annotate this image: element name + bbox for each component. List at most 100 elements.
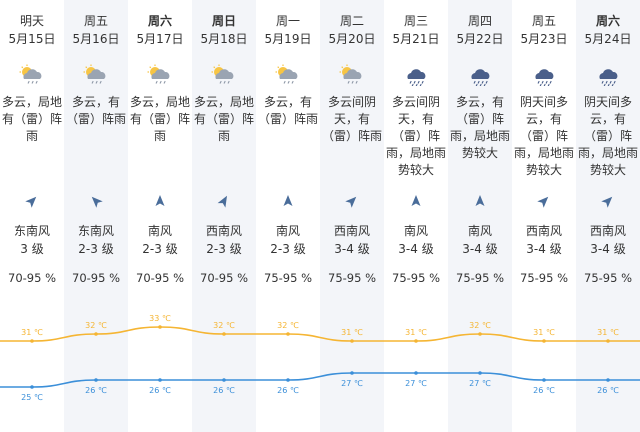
forecast-day: 周二 5月20日 多云间阴 天，有 （雷）阵雨 西南风 3-4 级 75-95 % — [320, 0, 384, 432]
description-line: （雷）阵 — [455, 112, 504, 126]
description-line: （雷）阵雨 — [258, 112, 319, 126]
description-line: 势较大 — [397, 163, 434, 177]
wind-direction-label: 东南风 — [13, 224, 50, 238]
description-line: （雷）阵雨 — [322, 129, 383, 143]
weekday-label: 周四 — [467, 14, 492, 28]
humidity-label: 70-95 % — [8, 271, 56, 285]
forecast-day: 周日 5月18日 多云，局地 有（雷）阵雨西南风 2-3 级 70-95 % — [192, 0, 256, 432]
forecast-day: 周五 5月23日 阴天间多 云，有 （雷）阵 雨，局地雨 势较大 西南风 3-4 级 75-95 … — [512, 0, 576, 432]
description-line: 多云间阴 — [327, 95, 376, 109]
weather-description: 阴天间多云，有 （雷）阵雨，局地雨势较大 — [512, 94, 576, 179]
weather-description: 多云，局地 有（雷）阵雨 — [0, 94, 64, 145]
forecast-day: 周五 5月16日 多云，有 （雷）阵雨 东南风 2-3 级 70-95 % — [64, 0, 128, 432]
wind-level-label: 2-3 级 — [142, 242, 178, 256]
date-label: 5月17日 — [136, 32, 184, 46]
humidity-label: 75-95 % — [328, 271, 376, 285]
wind-level-label: 3-4 级 — [526, 242, 562, 256]
humidity-label: 75-95 % — [584, 271, 632, 285]
wind-direction-icon — [128, 194, 192, 210]
wind-direction-label: 西南风 — [525, 224, 562, 238]
wind-direction-icon — [0, 194, 64, 210]
heavy-rain-icon — [384, 64, 448, 86]
weekday-label: 周六 — [595, 14, 620, 28]
wind-direction-icon — [448, 194, 512, 210]
description-line: 雨，局地雨 — [386, 146, 447, 160]
wind-direction-label: 西南风 — [333, 224, 370, 238]
cloudy-rain-icon — [256, 64, 320, 86]
date-label: 5月18日 — [200, 32, 248, 46]
description-line: 多云，有 — [455, 95, 504, 109]
forecast-day: 周六 5月24日 阴天间多 云，有 （雷）阵 雨，局地雨 势较大 西南风 3-4 级 75-95 … — [576, 0, 640, 432]
wind-direction-label: 东南风 — [77, 224, 114, 238]
description-line: 多云间阴 — [391, 95, 440, 109]
heavy-rain-icon — [512, 64, 576, 86]
humidity-label: 70-95 % — [72, 271, 120, 285]
description-line: 多云，局地 — [2, 95, 63, 109]
description-line: 雨 — [153, 129, 166, 143]
wind-direction-icon — [384, 194, 448, 210]
wind-level-label: 3-4 级 — [590, 242, 626, 256]
wind-direction-icon — [576, 194, 640, 210]
description-line: 雨，局地雨 — [450, 129, 511, 143]
date-label: 5月19日 — [264, 32, 312, 46]
weekday-label: 周五 — [531, 14, 556, 28]
wind-direction-icon — [512, 194, 576, 210]
humidity-label: 75-95 % — [392, 271, 440, 285]
date-label: 5月23日 — [520, 32, 568, 46]
wind-direction-label: 南风 — [275, 224, 300, 238]
weather-description: 多云，有 （雷）阵雨 — [256, 94, 320, 128]
description-line: 雨 — [217, 129, 230, 143]
description-line: 阴天间多 — [583, 95, 632, 109]
humidity-label: 70-95 % — [200, 271, 248, 285]
description-line: 多云，有 — [263, 95, 312, 109]
forecast-day: 周六 5月17日 多云，局地 有（雷）阵雨南风 2-3 级 70-95 % — [128, 0, 192, 432]
wind-level-label: 3-4 级 — [462, 242, 498, 256]
description-line: 阴天间多 — [519, 95, 568, 109]
date-label: 5月22日 — [456, 32, 504, 46]
description-line: 雨，局地雨 — [514, 146, 575, 160]
description-line: （雷）阵 — [519, 129, 568, 143]
description-line: （雷）阵 — [391, 129, 440, 143]
weather-description: 阴天间多 云，有 （雷）阵 雨，局地雨 势较大 — [576, 94, 640, 179]
heavy-rain-icon — [448, 64, 512, 86]
wind-direction-icon — [64, 194, 128, 210]
cloudy-rain-icon — [128, 64, 192, 86]
wind-level-label: 2-3 级 — [206, 242, 242, 256]
wind-direction-icon — [192, 194, 256, 210]
wind-direction-label: 南风 — [467, 224, 492, 238]
weekday-label: 周六 — [147, 14, 172, 28]
humidity-label: 75-95 % — [456, 271, 504, 285]
forecast-day: 明天 5月15日 多云，局地 有（雷）阵雨东南风 3 级 70-95 % — [0, 0, 64, 432]
partly-cloudy-rain-icon — [0, 64, 64, 86]
description-line: 多云，局地 — [194, 95, 255, 109]
description-line: 多云，局地 — [130, 95, 191, 109]
weather-description: 多云间阴天，有 （雷）阵雨，局地雨势较大 — [384, 94, 448, 179]
description-line: 云，有 — [525, 112, 562, 126]
wind-level-label: 3-4 级 — [334, 242, 370, 256]
description-line: 势较大 — [525, 163, 562, 177]
description-line: （雷）阵 — [583, 129, 632, 143]
wind-level-label: 2-3 级 — [78, 242, 114, 256]
forecast-day: 周三 5月21日 多云间阴 天，有 （雷）阵 雨，局地雨 势较大 南风 3-4 级 75-95 % — [384, 0, 448, 432]
weekday-label: 周三 — [403, 14, 428, 28]
date-label: 5月15日 — [8, 32, 56, 46]
description-line: 有（雷）阵 — [2, 112, 63, 126]
humidity-label: 70-95 % — [136, 271, 184, 285]
date-label: 5月24日 — [584, 32, 632, 46]
weekday-label: 周五 — [83, 14, 108, 28]
cloudy-rain-icon — [320, 64, 384, 86]
forecast-day: 周四 5月22日 多云，有 （雷）阵 雨，局地雨 势较大 南风 3-4 级 75-95 % — [448, 0, 512, 432]
date-label: 5月20日 — [328, 32, 376, 46]
description-line: （雷）阵雨 — [66, 112, 127, 126]
description-line: 雨，局地雨 — [578, 146, 639, 160]
wind-direction-label: 西南风 — [589, 224, 626, 238]
weekday-label: 明天 — [19, 14, 44, 28]
description-line: 天，有 — [397, 112, 434, 126]
description-line: 有（雷）阵 — [194, 112, 255, 126]
wind-direction-label: 西南风 — [205, 224, 242, 238]
wind-direction-icon — [320, 194, 384, 210]
description-line: 势较大 — [589, 163, 626, 177]
weather-description: 多云，局地有（雷）阵雨 — [192, 94, 256, 145]
wind-direction-label: 南风 — [403, 224, 428, 238]
